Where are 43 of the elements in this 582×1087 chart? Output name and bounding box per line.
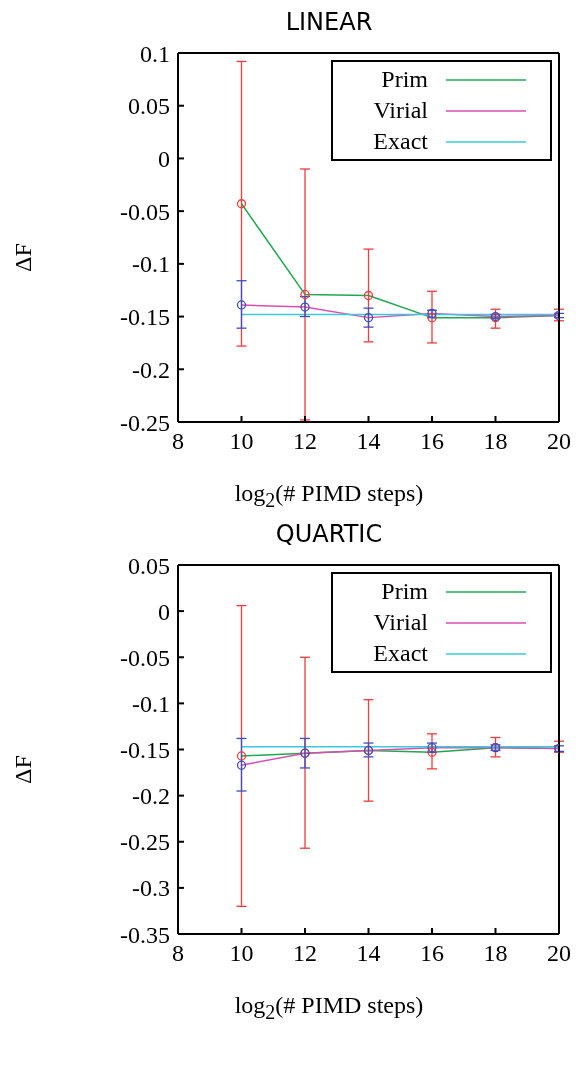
y-tick-label: -0.15 [120, 737, 170, 764]
y-tick-label: -0.2 [132, 783, 170, 810]
x-tick-label: 16 [420, 940, 444, 967]
y-tick-label: 0.05 [128, 93, 170, 120]
y-axis-title: ΔF [9, 754, 36, 784]
y-tick-label: 0 [158, 145, 170, 172]
y-tick-label: -0.25 [120, 829, 170, 856]
x-tick-label: 14 [356, 428, 381, 455]
y-tick-label: 0.1 [140, 40, 170, 67]
x-tick-label: 10 [229, 428, 254, 455]
y-tick-label: -0.05 [120, 644, 170, 671]
x-tick-label: 12 [293, 940, 317, 967]
y-tick-label: -0.1 [132, 251, 170, 278]
x-tick-label: 10 [229, 940, 254, 967]
x-axis-title: log$_{2}$(# PIMD steps) [234, 992, 424, 1023]
y-tick-label: -0.05 [120, 198, 170, 225]
x-tick-label: 14 [356, 940, 381, 967]
y-tick-label: -0.2 [132, 356, 170, 383]
y-tick-label: 0 [158, 598, 170, 625]
chart-title: QUARTIC [274, 520, 384, 550]
legend-label: Virial [373, 608, 428, 637]
legend-label: Virial [373, 96, 428, 125]
x-tick-label: 8 [172, 428, 184, 455]
legend-label: Exact [373, 639, 428, 668]
y-tick-label: -0.1 [132, 690, 170, 717]
x-tick-label: 18 [483, 428, 508, 455]
x-tick-label: 20 [547, 428, 571, 455]
chart-title: LINEAR [284, 8, 374, 38]
legend-label: Prim [381, 577, 428, 606]
y-axis-title: ΔF [9, 242, 36, 272]
y-tick-label: 0.05 [128, 552, 170, 579]
x-tick-label: 12 [293, 428, 317, 455]
y-tick-label: -0.25 [120, 409, 170, 436]
x-tick-label: 16 [420, 428, 444, 455]
y-tick-label: -0.35 [120, 921, 170, 948]
legend-label: Prim [381, 65, 428, 94]
x-axis-title: log$_{2}$(# PIMD steps) [234, 480, 424, 511]
x-tick-label: 18 [483, 940, 508, 967]
x-tick-label: 20 [547, 940, 571, 967]
legend-label: Exact [373, 127, 428, 156]
x-tick-label: 8 [172, 940, 184, 967]
y-tick-label: -0.3 [132, 875, 170, 902]
y-tick-label: -0.15 [120, 304, 170, 331]
